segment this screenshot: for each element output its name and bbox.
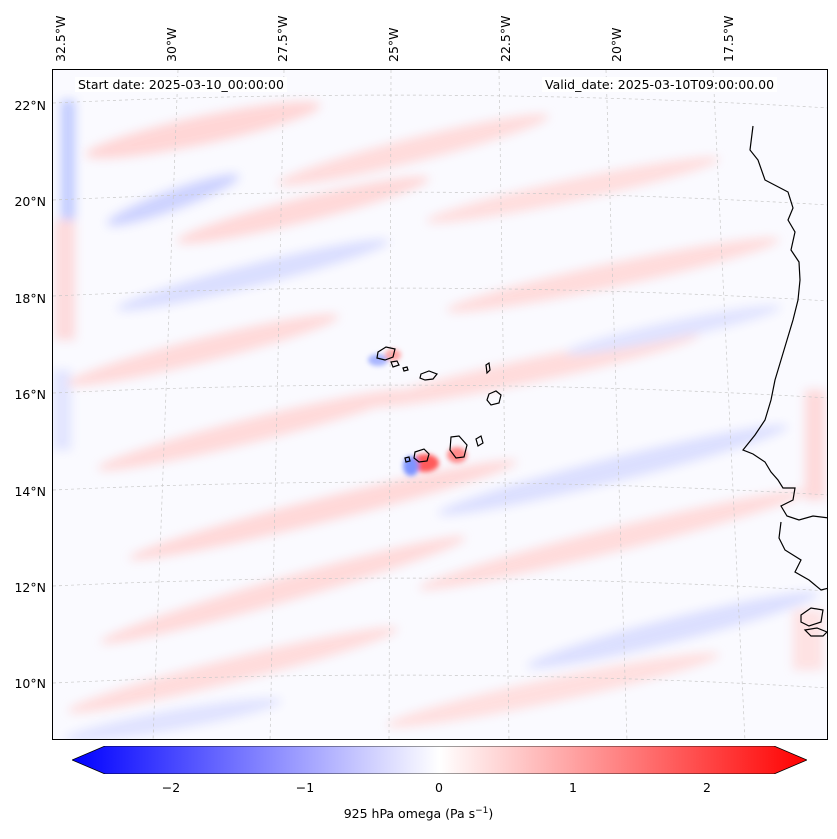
lat-label-22n: 22°N <box>14 98 46 113</box>
coastline <box>376 125 827 637</box>
colorbar <box>72 746 807 774</box>
valid-date-label: Valid_date: 2025-03-10T09:00:00.00 <box>542 77 778 92</box>
colorbar-tick-2: 2 <box>703 780 711 795</box>
start-date-label: Start date: 2025-03-10_00:00:00 <box>75 77 287 92</box>
colorbar-label: 925 hPa omega (Pa s−1) <box>343 806 494 822</box>
colorbar-tick-0: 0 <box>435 780 443 795</box>
lon-label-22-5w: 22.5°W <box>498 15 513 62</box>
lon-label-32-5w: 32.5°W <box>53 15 68 62</box>
lon-label-25w: 25°W <box>386 27 401 62</box>
lat-label-12n: 12°N <box>14 580 46 595</box>
lat-label-20n: 20°N <box>14 194 46 209</box>
lat-label-16n: 16°N <box>14 387 46 402</box>
lat-label-14n: 14°N <box>14 484 46 499</box>
omega-map <box>52 69 828 740</box>
omega-field <box>53 100 825 739</box>
colorbar-tick-1: 1 <box>569 780 577 795</box>
map-canvas <box>53 70 827 739</box>
lat-label-18n: 18°N <box>14 291 46 306</box>
lon-label-27-5w: 27.5°W <box>275 15 290 62</box>
colorbar-tick-minus-1: −1 <box>295 780 315 795</box>
gridlines <box>53 70 827 739</box>
island-anomalies <box>368 349 467 476</box>
lon-label-20w: 20°W <box>609 27 624 62</box>
lon-label-17-5w: 17.5°W <box>721 15 736 62</box>
colorbar-tick-minus-2: −2 <box>161 780 181 795</box>
lat-label-10n: 10°N <box>14 676 46 691</box>
lon-label-30w: 30°W <box>164 27 179 62</box>
